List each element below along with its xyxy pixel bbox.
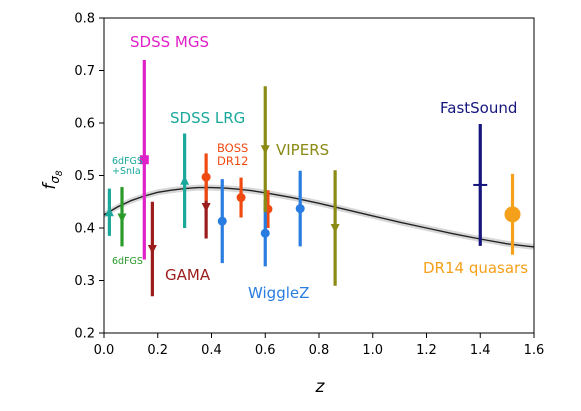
- series-label-line: GAMA: [165, 266, 211, 284]
- series-label-6dfgs-snia: 6dFGS +SnIa: [112, 156, 143, 177]
- data-point-marker: [201, 172, 211, 182]
- y-tick-label: 0.5: [74, 169, 95, 184]
- x-tick-label: 0.0: [94, 343, 115, 358]
- series-label-dr14-quasars: DR14 quasars: [423, 259, 528, 277]
- x-tick-label: 0.4: [201, 343, 222, 358]
- series-label-fastsound: FastSound: [440, 99, 517, 117]
- data-point-marker: [217, 216, 227, 226]
- series-vipers: [260, 86, 340, 286]
- series-6dfgs: [117, 187, 127, 247]
- model-uncertainty-band: [104, 184, 534, 250]
- y-tick-label: 0.2: [74, 327, 95, 342]
- series-dr14-quasars: [504, 173, 521, 255]
- series-label-sdss-lrg: SDSS LRG: [170, 109, 245, 127]
- data-point-marker: [139, 155, 149, 165]
- series-label-line: 6dFGS: [112, 156, 143, 167]
- series-sdss-lrg: [180, 133, 190, 228]
- x-tick-label: 0.2: [147, 343, 168, 358]
- data-point-marker: [201, 203, 211, 212]
- series-label-line: 6dFGS: [112, 256, 143, 267]
- series-label-line: FastSound: [440, 99, 517, 117]
- series-label-line: DR14 quasars: [423, 259, 528, 277]
- series-label-line: BOSS: [217, 141, 248, 155]
- x-tick-label: 1.2: [416, 343, 437, 358]
- x-tick-label: 1.6: [524, 343, 545, 358]
- data-point-marker: [330, 224, 340, 233]
- y-tick-label: 0.7: [74, 64, 95, 79]
- series-label-vipers: VIPERS: [276, 141, 329, 159]
- series-label-wigglez: WiggleZ: [248, 284, 309, 302]
- plot-layer: [103, 60, 535, 297]
- x-tick-label: 1.0: [362, 343, 383, 358]
- series-label-gama: GAMA: [165, 266, 211, 284]
- y-tick-label: 0.6: [74, 117, 95, 132]
- y-tick-label: 0.8: [74, 12, 95, 27]
- series-6dfgs-snia: [104, 188, 114, 236]
- data-point-marker: [504, 206, 521, 223]
- data-point-marker: [147, 245, 157, 254]
- y-tick-label: 0.3: [74, 274, 95, 289]
- data-point-marker: [236, 193, 246, 203]
- data-point-marker: [260, 228, 270, 238]
- plot-frame: [103, 17, 535, 334]
- data-point-marker: [295, 204, 305, 214]
- series-label-line: DR12: [217, 154, 248, 168]
- series-label-boss-dr12: BOSS DR12: [217, 141, 248, 168]
- x-tick-label: 0.6: [255, 343, 276, 358]
- y-axis-label-f: f: [40, 181, 60, 190]
- axis-layer: 0.0 0.2 0.4 0.6 0.8 1.0 1.2 1.4 1.60.20.30.40.50…: [74, 12, 544, 359]
- series-fastsound: [473, 124, 488, 246]
- y-tick-label: 0.4: [74, 222, 95, 237]
- series-label-6dfgs: 6dFGS: [112, 256, 143, 267]
- y-axis-label: fσ8: [40, 170, 65, 190]
- model-curve: [103, 186, 535, 248]
- series-label-line: SDSS MGS: [130, 33, 209, 51]
- series-wigglez: [217, 170, 305, 267]
- series-label-line: VIPERS: [276, 141, 329, 159]
- series-label-line: WiggleZ: [248, 284, 309, 302]
- x-axis-label: z: [315, 377, 326, 397]
- data-point-marker: [180, 175, 190, 185]
- series-sdss-mgs: [139, 60, 149, 260]
- x-tick-label: 1.4: [470, 343, 491, 358]
- data-point-marker: [260, 145, 270, 155]
- y-axis-label-subsub: 8: [55, 170, 65, 176]
- series-label-line: +SnIa: [112, 166, 141, 177]
- series-label-sdss-mgs: SDSS MGS: [130, 33, 209, 51]
- data-point-marker: [117, 213, 127, 223]
- x-tick-label: 0.8: [309, 343, 330, 358]
- y-axis-label-sub: σ: [48, 176, 62, 184]
- data-point-marker: [104, 207, 114, 217]
- series-label-line: SDSS LRG: [170, 109, 245, 127]
